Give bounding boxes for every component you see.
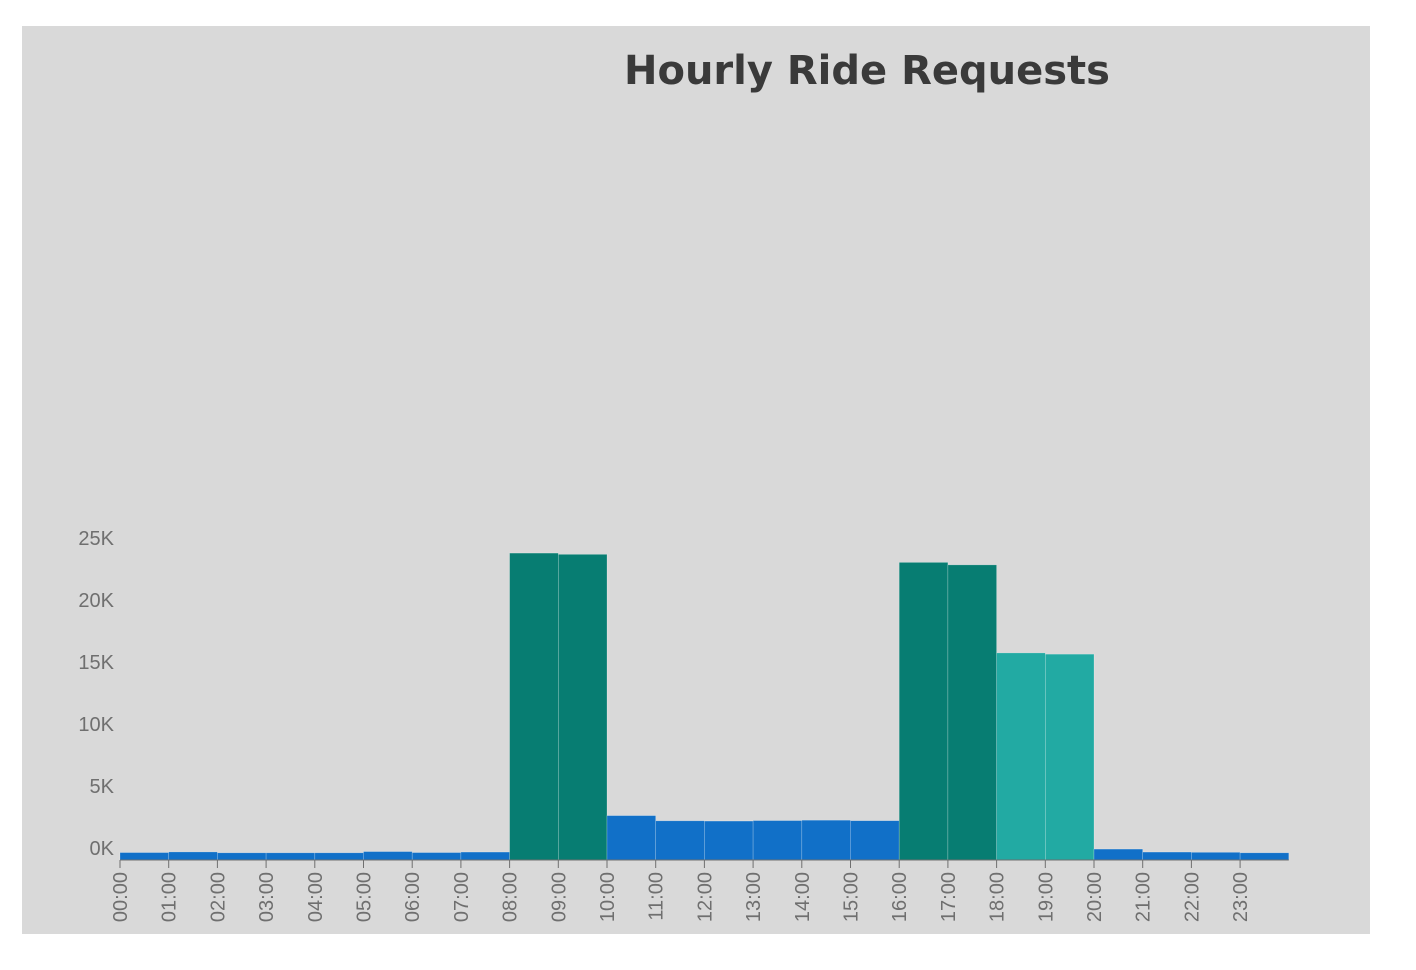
y-tick-label: 0K [90,838,115,860]
x-tick-label: 21:00 [1133,872,1155,922]
x-tick-label: 04:00 [305,872,327,922]
x-tick-label: 20:00 [1084,872,1106,922]
bar-1700 [947,564,997,861]
bar-1500 [850,820,900,861]
x-tick-label: 06:00 [402,872,424,922]
y-tick-label: 15K [78,652,114,674]
y-tick-label: 10K [78,714,114,736]
bar-1900 [1044,653,1095,861]
bar-0300 [265,852,316,861]
x-tick-label: 03:00 [256,872,278,922]
bar-1200 [704,820,754,861]
bar-1300 [752,820,803,861]
x-tick-label: 15:00 [841,872,863,922]
bars-group [119,552,1290,861]
x-tick-label: 19:00 [1035,872,1057,922]
bar-0700 [460,851,510,861]
hourly-bar-chart: Hourly Ride Requests 0K 5K 10K 15K 20K 25K 00… [78,48,1290,922]
bar-0800 [509,552,559,861]
x-tick-label: 22:00 [1181,872,1203,922]
y-axis: 0K 5K 10K 15K 20K 25K [78,528,114,860]
x-tick-label: 11:00 [646,872,668,921]
x-tick-label: 17:00 [938,872,960,922]
bar-2200 [1191,852,1241,861]
x-tick-label: 13:00 [743,872,765,922]
bar-0100 [168,851,218,861]
bar-1800 [996,652,1046,861]
x-tick-label: 09:00 [548,872,570,922]
bar-1000 [606,815,657,861]
x-tick-label: 00:00 [110,872,132,922]
bar-1400 [801,819,851,861]
x-tick-label: 08:00 [500,872,522,922]
y-tick-label: 5K [90,776,115,798]
x-tick-label: 02:00 [207,872,229,922]
x-tick-label: 16:00 [889,872,911,922]
bar-0400 [314,852,364,861]
bar-0000 [119,852,170,861]
bar-1600 [898,562,949,861]
bar-0500 [363,851,413,861]
x-tick-label: 05:00 [354,872,376,922]
bar-2300 [1239,852,1290,861]
x-tick-label: 23:00 [1230,872,1252,922]
chart-title: Hourly Ride Requests [624,48,1110,94]
bar-0900 [557,554,608,861]
bar-0600 [411,852,462,861]
bar-0200 [217,852,267,861]
x-tick-label: 01:00 [159,872,181,922]
x-tick-label: 14:00 [792,872,814,922]
x-tick-label: 07:00 [451,872,473,922]
bar-2000 [1093,848,1144,861]
y-tick-label: 25K [78,528,114,550]
x-tick-label: 10:00 [597,872,619,922]
chart-panel: Hourly Ride Requests 0K 5K 10K 15K 20K 25K 00… [22,26,1370,934]
y-tick-label: 20K [78,590,114,612]
bar-2100 [1142,851,1192,861]
x-tick-label: 12:00 [694,872,716,922]
bar-1100 [655,820,705,861]
x-tick-label: 18:00 [987,872,1009,922]
x-axis: 00:00 01:00 02:00 03:00 04:00 05:00 06:00 07:00… [110,859,1289,922]
